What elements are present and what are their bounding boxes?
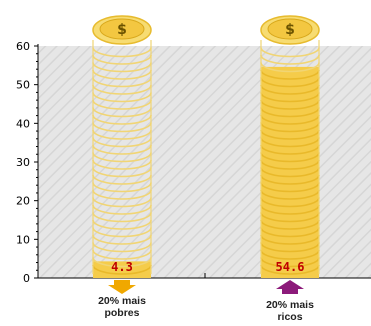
x-tick-label: pobres xyxy=(104,307,139,319)
y-tick-label: 20 xyxy=(16,195,30,208)
x-tick-label: 20% mais xyxy=(266,299,314,311)
data-label: 4.3 xyxy=(111,260,133,274)
coin-stack xyxy=(260,40,320,275)
x-tick-label: ricos xyxy=(277,311,302,323)
coin-stack xyxy=(92,40,152,275)
y-tick-label: 60 xyxy=(16,40,30,53)
data-label: 54.6 xyxy=(276,260,305,274)
y-tick-label: 10 xyxy=(16,233,30,246)
arrow-up-icon xyxy=(276,280,304,294)
plot-background xyxy=(38,46,371,278)
y-tick-label: 40 xyxy=(16,117,30,130)
arrow-down-icon xyxy=(108,280,136,294)
y-tick-label: 0 xyxy=(23,272,30,285)
y-tick-label: 50 xyxy=(16,79,30,92)
dollar-coin-icon: $ xyxy=(92,15,152,45)
y-tick-label: 30 xyxy=(16,156,30,169)
dollar-coin-icon: $ xyxy=(260,15,320,45)
coin-dollar-sign: $ xyxy=(285,22,295,38)
x-tick-label: 20% mais xyxy=(98,295,146,307)
coin-dollar-sign: $ xyxy=(117,22,127,38)
